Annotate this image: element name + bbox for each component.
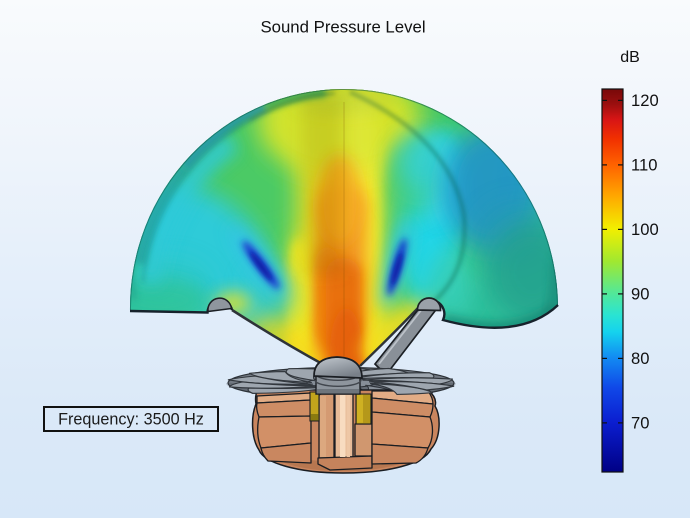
svg-text:Sound Pressure Level: Sound Pressure Level bbox=[260, 18, 425, 37]
svg-text:90: 90 bbox=[631, 285, 649, 304]
svg-text:70: 70 bbox=[631, 414, 649, 433]
svg-text:Frequency: 3500 Hz: Frequency: 3500 Hz bbox=[58, 411, 204, 429]
svg-text:100: 100 bbox=[631, 220, 659, 239]
svg-text:120: 120 bbox=[631, 91, 659, 110]
svg-text:dB: dB bbox=[620, 49, 640, 66]
svg-text:110: 110 bbox=[631, 156, 657, 175]
svg-text:80: 80 bbox=[631, 349, 649, 368]
